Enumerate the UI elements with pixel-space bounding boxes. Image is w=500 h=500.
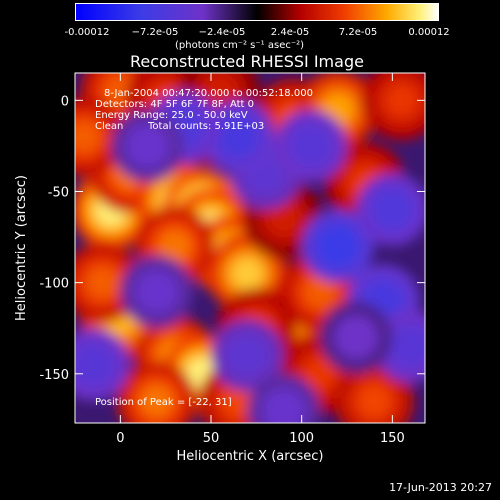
timestamp: 17-Jun-2013 20:27 — [389, 481, 492, 494]
colorbar-tick-label: 7.2e-05 — [338, 27, 378, 38]
info-clean: Clean — [95, 121, 124, 132]
intensity-region — [134, 269, 179, 314]
intensity-region — [221, 384, 255, 418]
colorbar-tick-label: 2.4e-05 — [270, 27, 310, 38]
colorbar-tick-label: −2.4e-05 — [198, 27, 246, 38]
intensity-region — [357, 384, 391, 418]
intensity-region — [303, 275, 337, 309]
info-time-range: 8-Jan-2004 00:47:20.000 to 00:52:18.000 — [104, 88, 313, 99]
y-tick-label: -50 — [48, 185, 69, 200]
intensity-region — [334, 315, 378, 360]
intensity-region — [370, 187, 415, 232]
intensity-region — [158, 229, 192, 263]
colorbar-tick-label: -0.00012 — [64, 27, 110, 38]
y-axis-label: Heliocentric Y (arcsec) — [14, 175, 29, 321]
peak-position: Position of Peak = [-22, 31] — [95, 397, 232, 408]
intensity-region — [316, 224, 360, 268]
colorbar-tick-label: 0.00012 — [408, 27, 450, 38]
colorbar-tick-label: −7.2e-05 — [131, 27, 179, 38]
y-tick-label: 0 — [61, 94, 69, 109]
y-tick-label: -100 — [39, 277, 69, 292]
y-tick-label: -150 — [39, 368, 69, 383]
x-axis-label: Heliocentric X (arcsec) — [177, 449, 324, 464]
info-detectors: Detectors: 4F 5F 6F 7F 8F, Att 0 — [95, 99, 255, 110]
intensity-region — [75, 342, 115, 387]
intensity-region — [288, 124, 333, 168]
colorbar-units: (photons cm⁻² s⁻¹ asec⁻²) — [175, 40, 305, 51]
intensity-region — [261, 388, 306, 423]
intensity-region — [303, 357, 337, 391]
intensity-region — [225, 333, 270, 378]
intensity-region — [385, 84, 418, 117]
intensity-region — [75, 120, 101, 154]
plot-frame — [74, 72, 426, 424]
colorbar-gradient — [75, 3, 439, 21]
x-tick-label: 100 — [289, 431, 314, 446]
info-total-counts: Total counts: 5.91E+03 — [148, 121, 265, 132]
intensity-region — [85, 266, 119, 299]
intensity-region — [267, 202, 300, 236]
intensity-region — [216, 115, 260, 159]
intensity-region — [140, 384, 173, 418]
info-energy: Energy Range: 25.0 - 50.0 keV — [95, 110, 248, 121]
intensity-region — [230, 257, 264, 290]
intensity-region — [125, 124, 170, 168]
x-tick-label: 0 — [116, 431, 124, 446]
intensity-region — [388, 324, 425, 369]
intensity-region — [203, 74, 237, 108]
chart-title: Reconstructed RHESSI Image — [130, 52, 364, 71]
x-tick-label: 50 — [203, 431, 220, 446]
x-tick-label: 150 — [380, 431, 405, 446]
